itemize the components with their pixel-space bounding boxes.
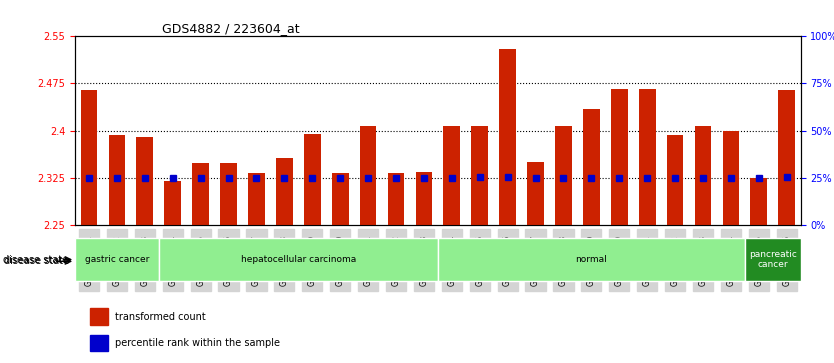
Bar [500,49,516,225]
Text: percentile rank within the sample: percentile rank within the sample [115,338,280,348]
Bar [276,158,293,225]
Text: normal: normal [575,255,607,264]
FancyBboxPatch shape [158,238,438,281]
Text: GDS4882 / 223604_at: GDS4882 / 223604_at [162,22,299,35]
FancyBboxPatch shape [438,238,745,281]
Bar [193,163,209,225]
Bar [610,89,628,225]
Bar [444,126,460,225]
FancyBboxPatch shape [745,238,801,281]
Bar [751,178,767,225]
Bar [471,126,488,225]
Bar [81,90,98,225]
Bar [388,174,404,225]
Bar [778,90,795,225]
Bar [220,163,237,225]
Bar [639,89,656,225]
Bar [108,135,125,225]
Bar [527,162,544,225]
Bar [415,172,432,225]
Bar [89,309,108,325]
Bar [164,181,181,225]
Bar [137,137,153,225]
Bar [583,109,600,225]
Text: pancreatic
cancer: pancreatic cancer [749,250,796,269]
Bar [359,126,376,225]
Text: disease state: disease state [4,256,69,266]
Bar [248,173,265,225]
Text: gastric cancer: gastric cancer [85,255,149,264]
Bar [304,134,320,225]
Bar [695,126,711,225]
Bar [666,135,683,225]
Bar [722,131,739,225]
Text: hepatocellular carcinoma: hepatocellular carcinoma [241,255,356,264]
Text: disease state: disease state [3,254,68,265]
Bar [89,335,108,351]
Bar [555,126,572,225]
Bar [332,173,349,225]
FancyBboxPatch shape [75,238,158,281]
Text: transformed count: transformed count [115,312,206,322]
